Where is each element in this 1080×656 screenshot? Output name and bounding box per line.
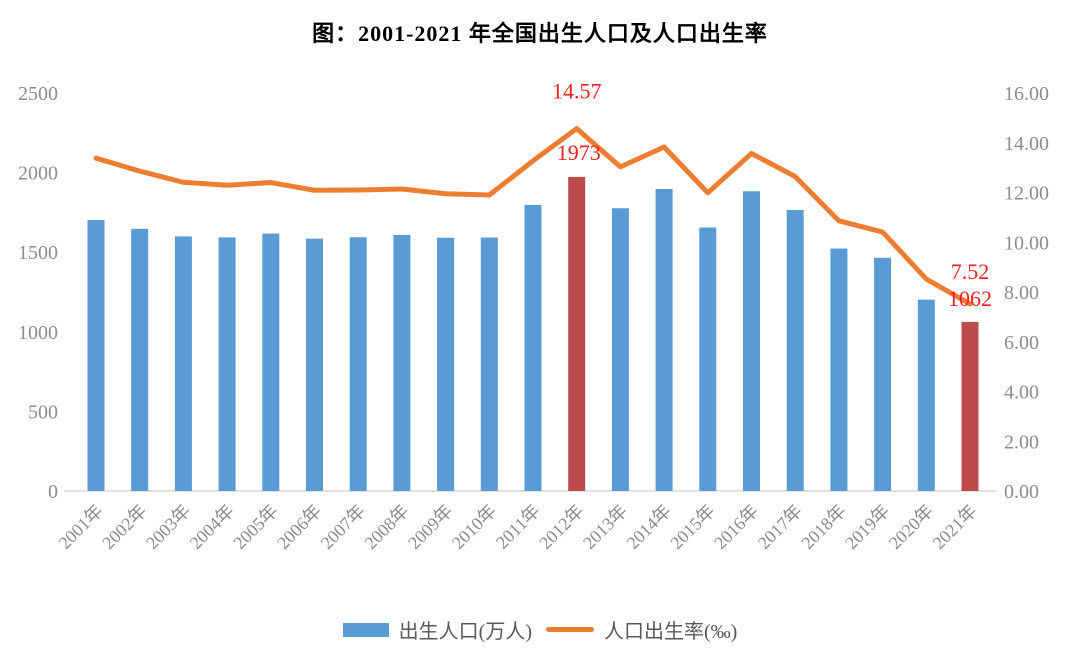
- bar-2005年: [262, 233, 280, 491]
- right-axis-tick: 12.00: [1004, 183, 1049, 205]
- x-axis-label-2011年: 2011年: [492, 501, 544, 553]
- x-axis-label-2016年: 2016年: [710, 501, 762, 553]
- bar-2014年: [655, 188, 673, 491]
- x-axis-label-2017年: 2017年: [754, 501, 806, 553]
- x-axis-label-2007年: 2007年: [317, 501, 369, 553]
- bar-2004年: [218, 237, 236, 491]
- right-axis-tick: 2.00: [1004, 431, 1039, 453]
- x-axis-label-2001年: 2001年: [55, 501, 107, 553]
- left-axis-tick: 500: [28, 401, 58, 423]
- x-axis-label-2009年: 2009年: [404, 501, 456, 553]
- x-axis-label-2021年: 2021年: [929, 501, 981, 553]
- annotation-7.52: 7.52: [951, 259, 990, 284]
- x-axis-label-2013年: 2013年: [579, 501, 631, 553]
- left-axis-tick: 1000: [18, 322, 58, 344]
- x-axis-label-2010年: 2010年: [448, 501, 500, 553]
- x-axis-label-2012年: 2012年: [535, 501, 587, 553]
- legend-bar-label: 出生人口(万人): [398, 621, 532, 643]
- bar-2011年: [524, 204, 542, 491]
- right-axis-tick: 16.00: [1004, 83, 1049, 105]
- bar-2013年: [611, 208, 629, 491]
- bar-2003年: [174, 236, 192, 491]
- legend-line-swatch-icon: [546, 627, 594, 632]
- left-axis-tick: 1500: [18, 242, 58, 264]
- bar-2007年: [349, 237, 367, 491]
- bar-2012年: [568, 176, 586, 491]
- bar-2006年: [306, 238, 323, 491]
- bar-2015年: [699, 227, 717, 492]
- x-axis-label-2014年: 2014年: [623, 501, 675, 553]
- legend-bar-swatch-icon: [342, 622, 389, 637]
- bar-2021年: [961, 321, 979, 491]
- annotation-14.57: 14.57: [552, 79, 602, 104]
- bar-2002年: [131, 228, 149, 491]
- x-axis-label-2004年: 2004年: [186, 501, 238, 553]
- left-axis-tick: 2000: [18, 163, 58, 185]
- bar-2001年: [87, 220, 105, 491]
- birth-rate-line: [93, 126, 973, 307]
- legend-line-label: 人口出生率(‰): [604, 621, 738, 643]
- x-axis-label-2005年: 2005年: [229, 501, 281, 553]
- right-axis-tick: 6.00: [1004, 332, 1039, 354]
- bar-2017年: [786, 210, 804, 491]
- right-axis-tick: 14.00: [1004, 133, 1049, 155]
- chart-title: 图：2001-2021 年全国出生人口及人口出生率: [312, 21, 768, 46]
- bar-2018年: [830, 248, 848, 491]
- x-axis-label-2006年: 2006年: [273, 501, 325, 553]
- x-axis-label-2018年: 2018年: [797, 501, 849, 553]
- legend: 出生人口(万人) 人口出生率(‰): [0, 615, 1080, 644]
- bar-2019年: [874, 257, 892, 491]
- right-axis-tick: 0.00: [1004, 481, 1039, 503]
- left-axis-tick: 0: [48, 481, 58, 503]
- right-axis-tick: 10.00: [1004, 232, 1049, 254]
- x-axis-label-2008年: 2008年: [360, 501, 412, 553]
- bar-2020年: [917, 299, 935, 491]
- x-axis-label-2019年: 2019年: [841, 501, 893, 553]
- annotation-1973: 1973: [557, 140, 601, 165]
- x-axis-label-2002年: 2002年: [98, 501, 150, 553]
- left-axis-tick: 2500: [18, 83, 58, 105]
- x-axis-label-2020年: 2020年: [885, 501, 937, 553]
- x-axis-label-2003年: 2003年: [142, 501, 194, 553]
- right-axis-tick: 8.00: [1004, 282, 1039, 304]
- annotation-1062: 1062: [948, 286, 992, 311]
- x-axis-label-2015年: 2015年: [666, 501, 718, 553]
- bar-2008年: [393, 235, 411, 491]
- bar-2010年: [480, 237, 498, 491]
- right-axis-tick: 4.00: [1004, 382, 1039, 404]
- bar-2009年: [437, 237, 455, 491]
- bar-2016年: [743, 191, 760, 492]
